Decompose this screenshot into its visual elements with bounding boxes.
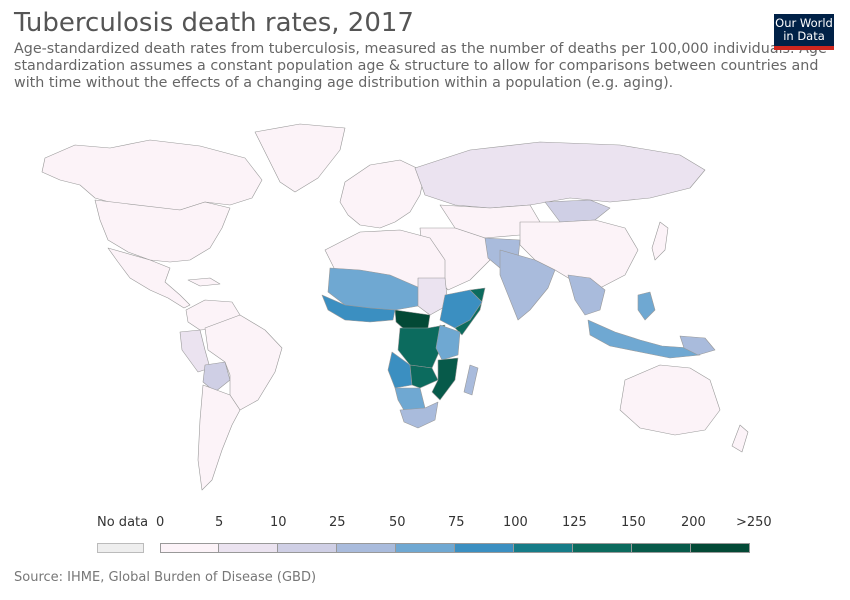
legend-bin-label: 150 (621, 515, 646, 530)
region-central-african-rep (394, 309, 431, 331)
country-china (519, 219, 639, 289)
country-mexico (107, 247, 191, 309)
legend-swatch[interactable] (632, 543, 691, 553)
legend-swatch[interactable] (691, 543, 750, 553)
legend-bin-label: 0 (156, 515, 165, 530)
country-indonesia (587, 319, 701, 359)
legend-bin-label: 5 (215, 515, 224, 530)
source-note[interactable]: Source: IHME, Global Burden of Disease (… (14, 570, 317, 585)
legend-bin-label: 10 (270, 515, 287, 530)
owid-logo[interactable]: Our World in Data (774, 14, 834, 50)
country-argentina (197, 384, 241, 491)
country-cuba (187, 277, 221, 287)
legend-swatch[interactable] (219, 543, 278, 553)
country-mongolia (544, 199, 611, 223)
country-india (499, 249, 556, 321)
country-papua-new-guinea (679, 335, 716, 356)
logo-line-1: Our World (775, 16, 833, 30)
legend-color-scale (160, 543, 750, 553)
country-dr-congo (397, 324, 446, 369)
legend-swatch[interactable] (455, 543, 514, 553)
country-greenland (254, 123, 346, 193)
country-zambia (409, 364, 439, 389)
region-west-africa (321, 294, 396, 323)
country-philippines (637, 291, 656, 321)
country-new-zealand (731, 424, 749, 453)
legend-swatch[interactable] (278, 543, 337, 553)
legend-bin-label: 200 (681, 515, 706, 530)
legend-swatch[interactable] (514, 543, 573, 553)
country-usa (94, 199, 231, 263)
legend-swatch[interactable] (573, 543, 632, 553)
country-australia (619, 364, 721, 436)
country-tanzania (435, 324, 461, 361)
region-europe (339, 159, 426, 229)
world-map[interactable] (0, 110, 850, 510)
legend-swatch[interactable] (160, 543, 219, 553)
legend-no-data-label: No data (97, 515, 149, 530)
country-russia (414, 141, 706, 209)
country-canada (41, 139, 263, 211)
region-southeast-asia (567, 274, 606, 316)
country-brazil (204, 314, 283, 411)
legend-bin-label: 25 (329, 515, 346, 530)
country-bolivia (202, 361, 231, 393)
country-south-africa (399, 401, 439, 429)
country-sudan (417, 277, 449, 316)
logo-line-2: in Data (783, 29, 825, 43)
country-angola (387, 351, 413, 389)
chart-subtitle: Age-standardized death rates from tuberc… (14, 41, 832, 91)
legend-bin-label: >250 (736, 515, 772, 530)
legend-swatch[interactable] (337, 543, 396, 553)
legend-bin-label: 125 (562, 515, 587, 530)
legend-no-data-swatch[interactable] (97, 543, 144, 553)
country-madagascar (463, 364, 479, 396)
legend-bin-label: 75 (448, 515, 465, 530)
country-japan (651, 221, 669, 261)
legend-bin-label: 100 (503, 515, 528, 530)
chart-title: Tuberculosis death rates, 2017 (14, 8, 414, 38)
region-sahel (327, 267, 421, 311)
legend-bin-label: 50 (389, 515, 406, 530)
legend-swatch[interactable] (396, 543, 455, 553)
country-mozambique (431, 357, 459, 401)
